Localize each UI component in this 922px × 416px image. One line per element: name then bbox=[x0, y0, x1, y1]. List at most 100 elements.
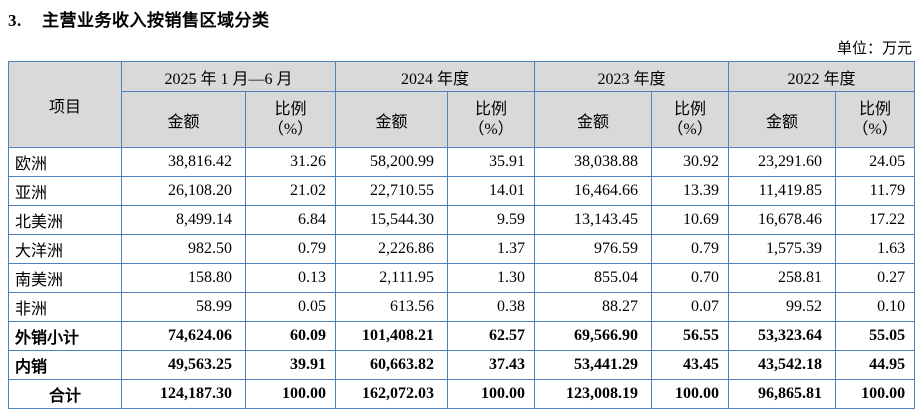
revenue-by-region-table: 项目 2025 年 1 月—6 月 2024 年度 2023 年度 2022 年… bbox=[8, 61, 916, 409]
ratio-cell: 43.45 bbox=[651, 350, 730, 380]
table-row: 南美洲 158.80 0.13 2,111.95 1.30 855.04 0.70 258.8… bbox=[8, 263, 916, 293]
row-label-cell: 外销小计 bbox=[8, 321, 122, 351]
ratio-cell: 0.10 bbox=[835, 292, 916, 322]
amount-cell: 58.99 bbox=[121, 292, 246, 322]
column-header-item: 项目 bbox=[8, 61, 122, 148]
amount-cell: 2,226.86 bbox=[335, 234, 449, 264]
ratio-cell: 0.05 bbox=[244, 292, 337, 322]
amount-cell: 58,200.99 bbox=[335, 147, 449, 177]
section-title: 3. 主营业务收入按销售区域分类 bbox=[8, 6, 914, 31]
ratio-cell: 56.55 bbox=[651, 321, 730, 351]
amount-cell: 1,575.39 bbox=[728, 234, 837, 264]
amount-cell: 976.59 bbox=[534, 234, 653, 264]
ratio-cell: 0.79 bbox=[244, 234, 337, 264]
amount-cell: 49,563.25 bbox=[121, 350, 246, 380]
amount-cell: 53,323.64 bbox=[728, 321, 837, 351]
ratio-cell: 100.00 bbox=[835, 379, 916, 409]
amount-header: 金额 bbox=[335, 91, 449, 148]
amount-cell: 99.52 bbox=[728, 292, 837, 322]
ratio-cell: 30.92 bbox=[651, 147, 730, 177]
row-label-cell: 亚洲 bbox=[8, 176, 122, 206]
ratio-cell: 21.02 bbox=[244, 176, 337, 206]
ratio-header: 比例 （%） bbox=[244, 91, 337, 148]
amount-cell: 258.81 bbox=[728, 263, 837, 293]
amount-cell: 38,038.88 bbox=[534, 147, 653, 177]
amount-cell: 162,072.03 bbox=[335, 379, 449, 409]
ratio-cell: 11.79 bbox=[835, 176, 916, 206]
ratio-cell: 14.01 bbox=[447, 176, 536, 206]
amount-cell: 38,816.42 bbox=[121, 147, 246, 177]
amount-cell: 23,291.60 bbox=[728, 147, 837, 177]
period-header-2023: 2023 年度 bbox=[534, 61, 730, 92]
unit-label: 单位：万元 bbox=[836, 41, 912, 57]
section-number: 3. bbox=[8, 11, 22, 30]
ratio-cell: 39.91 bbox=[244, 350, 337, 380]
ratio-cell: 44.95 bbox=[835, 350, 916, 380]
ratio-cell: 0.07 bbox=[651, 292, 730, 322]
amount-cell: 88.27 bbox=[534, 292, 653, 322]
amount-cell: 60,663.82 bbox=[335, 350, 449, 380]
amount-cell: 8,499.14 bbox=[121, 205, 246, 235]
table-row: 内销 49,563.25 39.91 60,663.82 37.43 53,441.29 4… bbox=[8, 350, 916, 380]
row-label-cell: 北美洲 bbox=[8, 205, 122, 235]
ratio-cell: 10.69 bbox=[651, 205, 730, 235]
ratio-cell: 13.39 bbox=[651, 176, 730, 206]
amount-cell: 53,441.29 bbox=[534, 350, 653, 380]
amount-cell: 69,566.90 bbox=[534, 321, 653, 351]
table-row: 外销小计 74,624.06 60.09 101,408.21 62.57 69,566.… bbox=[8, 321, 916, 351]
amount-header: 金额 bbox=[534, 91, 653, 148]
table-row: 合计 124,187.30 100.00 162,072.03 100.00 123,00… bbox=[8, 379, 916, 409]
amount-cell: 613.56 bbox=[335, 292, 449, 322]
amount-header: 金额 bbox=[121, 91, 246, 148]
table-row: 亚洲 26,108.20 21.02 22,710.55 14.01 16,464.66 1… bbox=[8, 176, 916, 206]
amount-cell: 158.80 bbox=[121, 263, 246, 293]
amount-cell: 13,143.45 bbox=[534, 205, 653, 235]
ratio-cell: 17.22 bbox=[835, 205, 916, 235]
amount-cell: 11,419.85 bbox=[728, 176, 837, 206]
ratio-header: 比例 （%） bbox=[835, 91, 916, 148]
period-header-2024: 2024 年度 bbox=[335, 61, 536, 92]
amount-cell: 101,408.21 bbox=[335, 321, 449, 351]
amount-cell: 982.50 bbox=[121, 234, 246, 264]
ratio-cell: 35.91 bbox=[447, 147, 536, 177]
row-label-cell: 内销 bbox=[8, 350, 122, 380]
ratio-cell: 31.26 bbox=[244, 147, 337, 177]
row-label-cell: 大洋洲 bbox=[8, 234, 122, 264]
ratio-cell: 0.70 bbox=[651, 263, 730, 293]
ratio-cell: 0.38 bbox=[447, 292, 536, 322]
ratio-cell: 60.09 bbox=[244, 321, 337, 351]
table-row: 非洲 58.99 0.05 613.56 0.38 88.27 0.07 99.52 0.10 bbox=[8, 292, 916, 322]
amount-cell: 855.04 bbox=[534, 263, 653, 293]
ratio-cell: 100.00 bbox=[447, 379, 536, 409]
ratio-cell: 100.00 bbox=[244, 379, 337, 409]
ratio-cell: 37.43 bbox=[447, 350, 536, 380]
ratio-cell: 0.27 bbox=[835, 263, 916, 293]
amount-cell: 123,008.19 bbox=[534, 379, 653, 409]
ratio-cell: 6.84 bbox=[244, 205, 337, 235]
row-label-cell: 南美洲 bbox=[8, 263, 122, 293]
row-label-cell: 合计 bbox=[8, 379, 122, 409]
amount-header: 金额 bbox=[728, 91, 837, 148]
ratio-cell: 0.13 bbox=[244, 263, 337, 293]
amount-cell: 43,542.18 bbox=[728, 350, 837, 380]
ratio-cell: 62.57 bbox=[447, 321, 536, 351]
ratio-cell: 24.05 bbox=[835, 147, 916, 177]
amount-cell: 74,624.06 bbox=[121, 321, 246, 351]
amount-cell: 26,108.20 bbox=[121, 176, 246, 206]
ratio-cell: 1.63 bbox=[835, 234, 916, 264]
ratio-cell: 1.30 bbox=[447, 263, 536, 293]
table-row: 欧洲 38,816.42 31.26 58,200.99 35.91 38,038.88 3… bbox=[8, 147, 916, 177]
amount-cell: 22,710.55 bbox=[335, 176, 449, 206]
amount-cell: 15,544.30 bbox=[335, 205, 449, 235]
ratio-cell: 1.37 bbox=[447, 234, 536, 264]
ratio-cell: 9.59 bbox=[447, 205, 536, 235]
table-row: 北美洲 8,499.14 6.84 15,544.30 9.59 13,143.45 10.… bbox=[8, 205, 916, 235]
period-header-2025h1: 2025 年 1 月—6 月 bbox=[120, 61, 337, 92]
ratio-header: 比例 （%） bbox=[651, 91, 730, 148]
amount-cell: 16,678.46 bbox=[728, 205, 837, 235]
ratio-cell: 55.05 bbox=[835, 321, 916, 351]
amount-cell: 124,187.30 bbox=[121, 379, 246, 409]
row-label-cell: 欧洲 bbox=[8, 147, 122, 177]
table-row: 大洋洲 982.50 0.79 2,226.86 1.37 976.59 0.79 1,575… bbox=[8, 234, 916, 264]
